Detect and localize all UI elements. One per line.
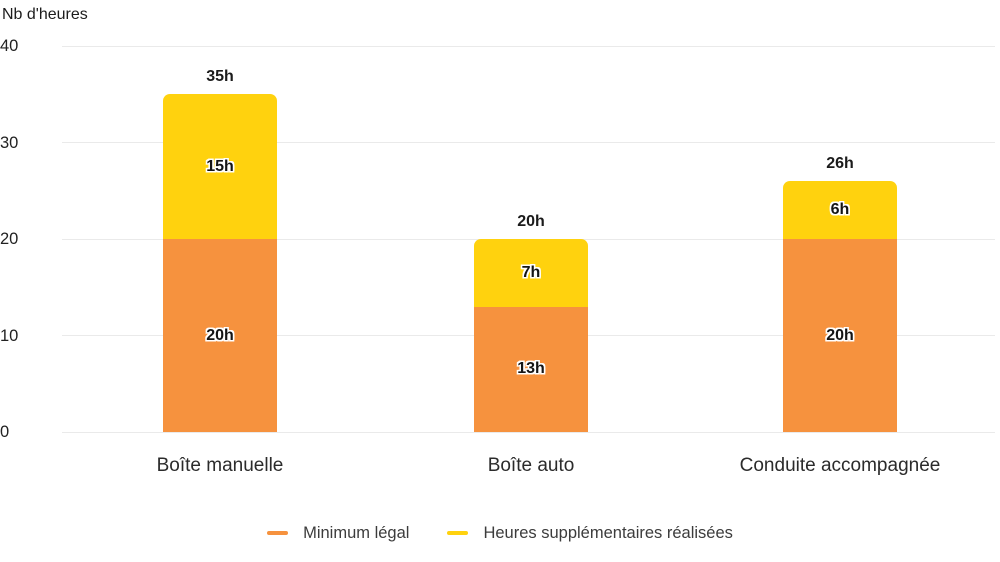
bar-total-label: 35h — [206, 68, 234, 86]
bar-segment-heures-suppl-mentaires-r-alis-es — [474, 239, 588, 307]
y-axis-title: Nb d'heures — [2, 6, 88, 23]
legend-dash-icon — [267, 531, 289, 535]
bar-total-label: 20h — [517, 213, 545, 230]
y-tick-label: 10 — [0, 326, 19, 345]
gridline-y40 — [62, 45, 995, 47]
bar-segment-minimum-l-gal — [474, 306, 588, 432]
y-tick-label: 40 — [0, 37, 19, 55]
bar-segment-minimum-l-gal — [163, 239, 277, 432]
segment-value-label: 7h — [521, 263, 541, 281]
y-tick-label: 20 — [0, 230, 19, 248]
gridline-y30 — [62, 142, 995, 143]
gridline-y0 — [62, 431, 995, 433]
legend: Minimum légal Heures supplémentaires réal… — [0, 521, 1000, 545]
legend-item: Heures supplémentaires réalisées — [447, 523, 733, 543]
legend-item: Minimum légal — [267, 524, 409, 543]
category-label: Boîte manuelle — [156, 455, 284, 476]
legend-dash-icon — [447, 531, 469, 535]
category-label: Conduite accompagnée — [739, 455, 941, 476]
bar-segment-heures-suppl-mentaires-r-alis-es — [783, 181, 897, 239]
legend-label: Heures supplémentaires réalisées — [483, 523, 733, 542]
segment-value-label: 20h — [826, 326, 854, 344]
segment-value-label: 20h — [206, 326, 234, 344]
segment-value-label: 6h — [830, 201, 850, 219]
bar-segment-minimum-l-gal — [783, 239, 897, 432]
y-tick-label: 30 — [0, 133, 19, 152]
segment-value-label: 13h — [517, 360, 545, 378]
bar-segment-heures-suppl-mentaires-r-alis-es — [163, 94, 277, 239]
category-label: Boîte auto — [487, 455, 575, 476]
legend-label: Minimum légal — [303, 523, 410, 542]
y-tick-label: 0 — [0, 423, 10, 441]
segment-value-label: 15h — [206, 157, 234, 175]
bar-total-label: 26h — [826, 155, 854, 173]
